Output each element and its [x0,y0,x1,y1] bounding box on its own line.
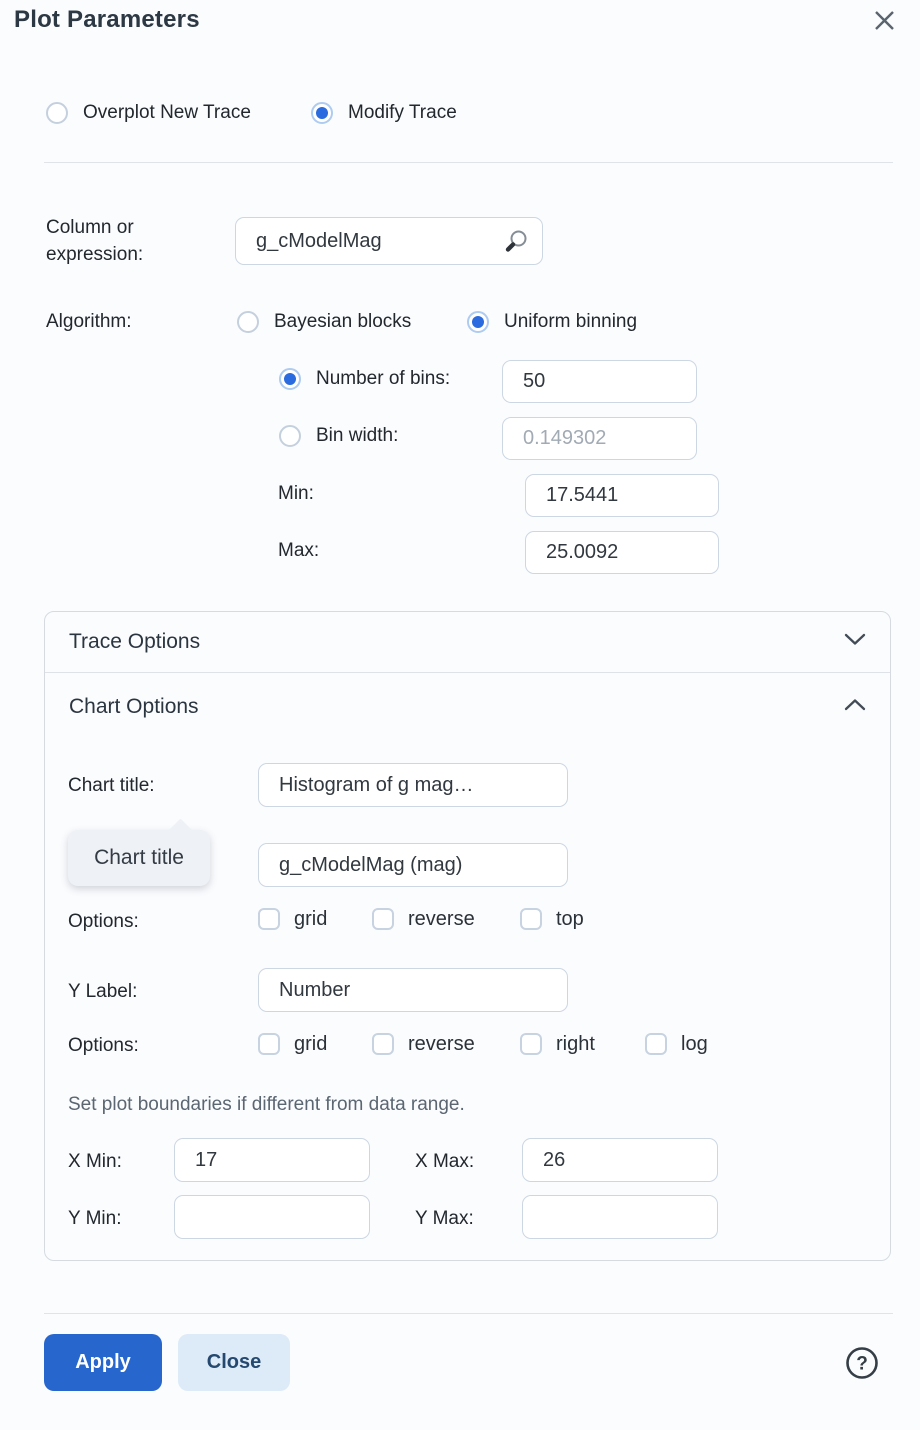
checkbox-icon [372,908,394,930]
radio-number-of-bins[interactable]: Number of bins: [279,366,450,392]
checkbox-y-log[interactable]: log [645,1031,708,1057]
chevron-up-icon [844,698,866,716]
checkbox-icon [520,1033,542,1055]
close-button[interactable]: Close [178,1334,290,1391]
y-min-input[interactable] [175,1196,369,1238]
x-label-field [258,843,568,887]
y-label-input[interactable] [259,969,567,1011]
checkbox-y-reverse[interactable]: reverse [372,1031,475,1057]
chart-title-field [258,763,568,807]
chart-options-title: Chart Options [69,695,199,718]
radio-label: Overplot New Trace [83,102,251,123]
dialog-close-button[interactable] [866,4,902,40]
page-title: Plot Parameters [14,6,200,33]
x-label-input[interactable] [259,844,567,886]
column-expression-label: Column or expression: [46,217,144,265]
radio-label: Modify Trace [348,102,457,123]
x-min-label: X Min: [68,1151,122,1172]
chart-options-header[interactable]: Chart Options [45,676,890,738]
y-min-label: Y Min: [68,1208,122,1229]
radio-overplot-new-trace[interactable]: Overplot New Trace [46,100,251,126]
y-options-label: Options: [68,1035,139,1056]
algorithm-label: Algorithm: [46,311,132,332]
close-icon [871,7,898,37]
y-max-input[interactable] [523,1196,717,1238]
y-max-label: Y Max: [415,1208,474,1229]
svg-text:?: ? [856,1354,868,1375]
options-panel [44,611,891,1261]
checkbox-label: reverse [408,1032,475,1055]
checkbox-icon [372,1033,394,1055]
radio-label: Number of bins: [316,368,451,389]
checkbox-y-right[interactable]: right [520,1031,595,1057]
radio-circle-icon [46,102,68,124]
apply-button[interactable]: Apply [44,1334,162,1391]
x-max-field [522,1138,718,1182]
max-input[interactable] [526,532,718,573]
help-icon: ? [844,1347,880,1384]
checkbox-icon [258,908,280,930]
bin-width-field [502,417,697,460]
checkbox-x-grid[interactable]: grid [258,906,327,932]
checkbox-x-reverse[interactable]: reverse [372,906,475,932]
chevron-down-icon [844,633,866,651]
checkbox-icon [258,1033,280,1055]
tooltip-text: Chart title [94,846,184,869]
radio-selected-icon [467,311,489,333]
checkbox-label: reverse [408,907,475,930]
max-label: Max: [278,540,320,561]
checkbox-label: right [556,1032,595,1055]
chart-title-input[interactable] [259,764,567,806]
x-min-field [174,1138,370,1182]
y-label-label: Y Label: [68,981,138,1002]
x-min-input[interactable] [175,1139,369,1181]
radio-circle-icon [279,425,301,447]
x-max-label: X Max: [415,1151,475,1172]
column-expression-input[interactable] [236,218,542,264]
x-max-input[interactable] [523,1139,717,1181]
checkbox-icon [645,1033,667,1055]
radio-modify-trace[interactable]: Modify Trace [311,100,457,126]
divider [44,1313,893,1314]
radio-circle-icon [237,311,259,333]
boundaries-note: Set plot boundaries if different from da… [68,1094,465,1115]
help-button[interactable]: ? [844,1345,880,1381]
radio-uniform-binning[interactable]: Uniform binning [467,309,637,335]
trace-options-title: Trace Options [69,630,201,653]
min-input[interactable] [526,475,718,516]
chart-title-label: Chart title: [68,775,155,796]
radio-selected-icon [311,102,333,124]
checkbox-icon [520,908,542,930]
checkbox-label: log [681,1032,708,1055]
tooltip: Chart title [68,818,210,886]
radio-label: Bin width: [316,425,399,446]
y-label-field [258,968,568,1012]
checkbox-x-top[interactable]: top [520,906,584,932]
x-options-label: Options: [68,911,139,932]
min-field [525,474,719,517]
checkbox-label: grid [294,1032,328,1055]
checkbox-label: grid [294,907,328,930]
number-of-bins-field [502,360,697,403]
checkbox-label: top [556,907,584,930]
bin-width-input[interactable] [503,418,696,459]
column-expression-field [235,217,543,265]
radio-label: Bayesian blocks [274,311,412,332]
number-of-bins-input[interactable] [503,361,696,402]
y-min-field [174,1195,370,1239]
min-label: Min: [278,483,314,504]
radio-bin-width[interactable]: Bin width: [279,423,398,449]
divider [44,162,893,163]
max-field [525,531,719,574]
checkbox-y-grid[interactable]: grid [258,1031,327,1057]
trace-options-header[interactable]: Trace Options [45,612,890,673]
radio-selected-icon [279,368,301,390]
radio-bayesian-blocks[interactable]: Bayesian blocks [237,309,411,335]
y-max-field [522,1195,718,1239]
radio-label: Uniform binning [504,311,638,332]
search-icon[interactable] [503,228,530,260]
